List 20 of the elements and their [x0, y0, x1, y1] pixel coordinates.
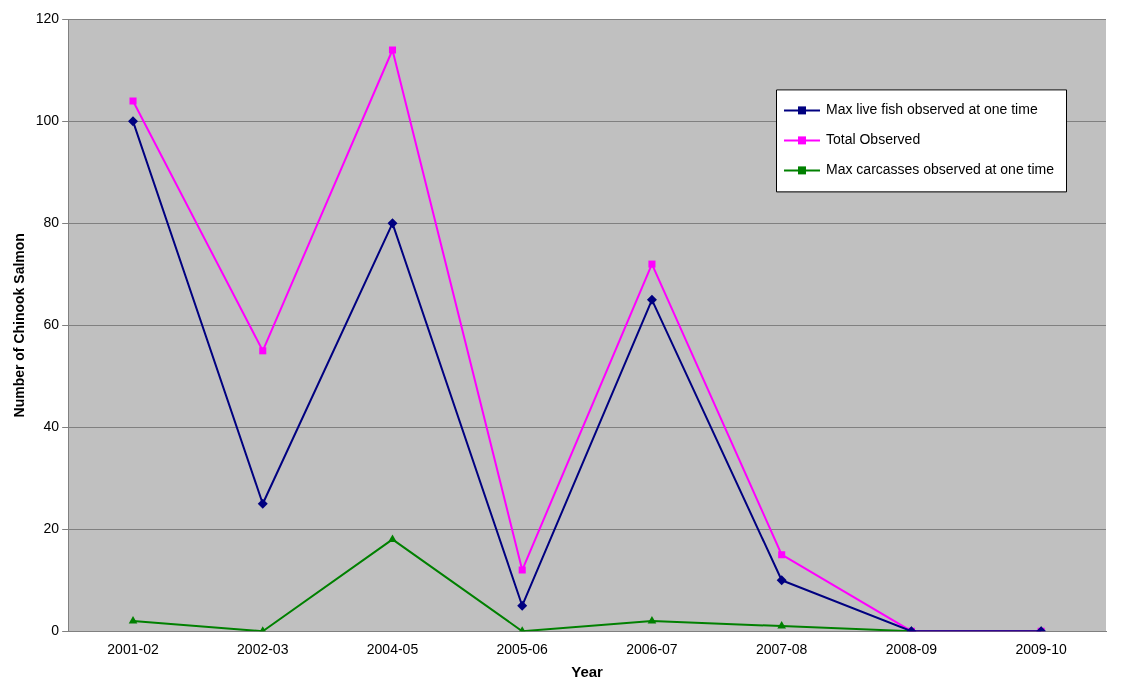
legend-label: Max carcasses observed at one time	[826, 161, 1055, 178]
y-tick-label: 0	[51, 622, 60, 639]
x-tick-label: 2007-08	[755, 641, 808, 658]
legend-label: Total Observed	[826, 131, 921, 148]
x-tick-label: 2005-06	[496, 641, 549, 658]
x-tick-label: 2008-09	[885, 641, 938, 658]
x-tick-label: 2004-05	[366, 641, 419, 658]
x-tick-label: 2002-03	[237, 641, 289, 658]
y-tick-label: 120	[35, 10, 60, 27]
x-axis-title: Year	[571, 663, 604, 681]
y-tick-label: 100	[35, 112, 60, 129]
y-tick-label: 40	[43, 418, 60, 435]
x-tick-label: 2001-02	[107, 641, 159, 658]
y-tick-label: 20	[43, 520, 60, 537]
x-tick-label: 2006-07	[626, 641, 678, 658]
y-tick-label: 60	[43, 316, 60, 333]
y-axis-title: Number of Chinook Salmon	[11, 233, 28, 418]
legend-label: Max live fish observed at one time	[826, 101, 1038, 118]
y-tick-label: 80	[43, 214, 60, 231]
x-tick-label: 2009-10	[1015, 641, 1068, 658]
